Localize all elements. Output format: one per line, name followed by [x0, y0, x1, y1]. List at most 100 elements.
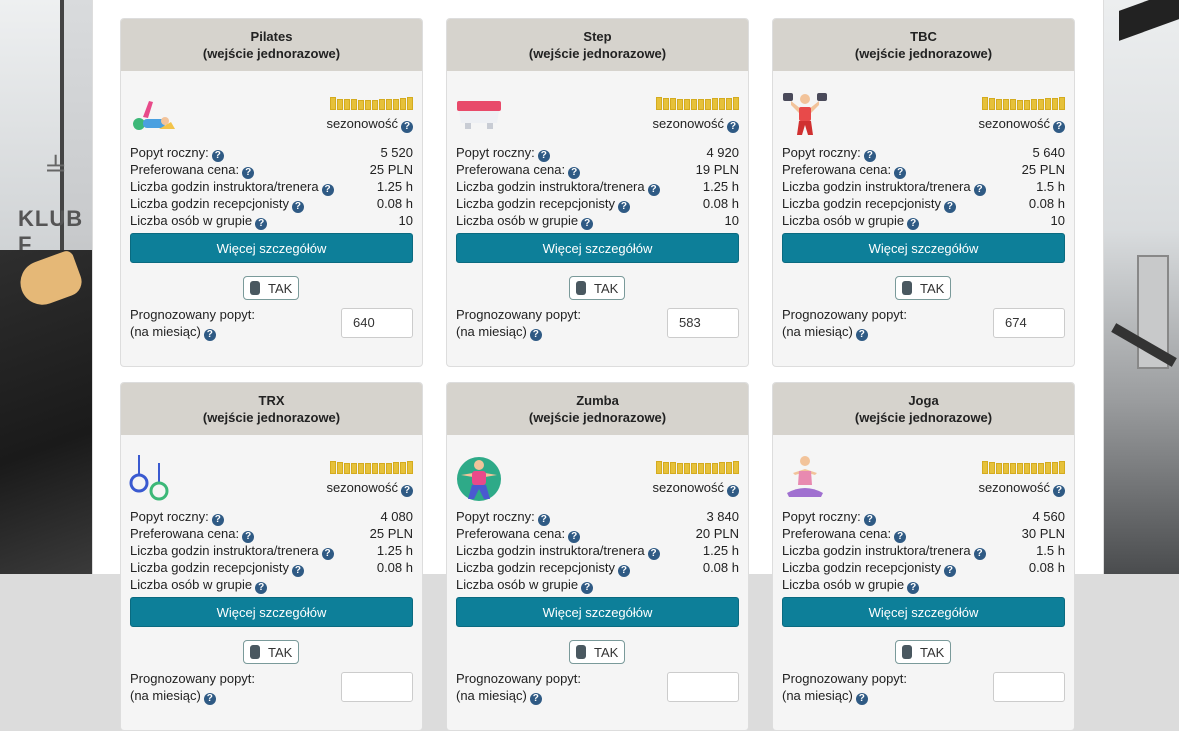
- forecast-demand-input[interactable]: [993, 672, 1065, 702]
- help-icon[interactable]: ?: [647, 184, 660, 196]
- help-icon[interactable]: ?: [943, 565, 956, 577]
- help-icon[interactable]: ?: [255, 582, 268, 594]
- help-icon[interactable]: ?: [855, 693, 868, 705]
- seasonality-bar: [691, 463, 697, 474]
- help-icon[interactable]: ?: [647, 548, 660, 560]
- seasonality-label: sezonowość: [326, 480, 398, 495]
- help-icon[interactable]: ?: [617, 201, 630, 213]
- seasonality: sezonowość?: [978, 97, 1065, 133]
- forecast-demand-input[interactable]: 583: [667, 308, 739, 338]
- help-icon[interactable]: ?: [401, 121, 413, 133]
- help-icon[interactable]: ?: [1053, 485, 1065, 497]
- more-details-button[interactable]: Więcej szczegółów: [130, 597, 413, 627]
- help-icon[interactable]: ?: [321, 548, 334, 560]
- card-header: Pilates (wejście jednorazowe): [121, 19, 422, 71]
- seasonality-bar: [1052, 462, 1058, 474]
- seasonality-bar: [691, 99, 697, 110]
- seasonality-bar: [656, 461, 662, 474]
- more-details-button[interactable]: Więcej szczegółów: [130, 233, 413, 263]
- stat-value-reception: 0.08 h: [702, 560, 739, 575]
- forecast-demand-input[interactable]: [341, 672, 413, 702]
- seasonality-bar: [996, 463, 1002, 474]
- background-left: ⫨ KLUB F: [0, 0, 92, 574]
- include-toggle[interactable]: TAK: [895, 276, 951, 300]
- help-icon[interactable]: ?: [568, 531, 581, 543]
- class-card-zumba: Zumba (wejście jednorazowe) sezonowość? …: [446, 382, 749, 731]
- help-icon[interactable]: ?: [973, 548, 986, 560]
- help-icon[interactable]: ?: [537, 514, 550, 526]
- stat-label: Popyt roczny:: [456, 145, 535, 160]
- help-icon[interactable]: ?: [907, 218, 920, 230]
- help-icon[interactable]: ?: [537, 150, 550, 162]
- more-details-button[interactable]: Więcej szczegółów: [782, 597, 1065, 627]
- help-icon[interactable]: ?: [568, 167, 581, 179]
- class-card-step: Step (wejście jednorazowe) sezonowość? P…: [446, 18, 749, 367]
- more-details-button[interactable]: Więcej szczegółów: [782, 233, 1065, 263]
- stat-label: Preferowana cena:: [130, 526, 240, 541]
- forecast-label-line2: (na miesiąc): [456, 324, 527, 339]
- help-icon[interactable]: ?: [581, 218, 594, 230]
- help-icon[interactable]: ?: [727, 121, 739, 133]
- seasonality-bar: [344, 463, 350, 474]
- seasonality-bar: [365, 100, 371, 110]
- help-icon[interactable]: ?: [529, 329, 542, 341]
- help-icon[interactable]: ?: [727, 485, 739, 497]
- class-cards-panel: Pilates (wejście jednorazowe) sezonowość…: [92, 0, 1104, 731]
- help-icon[interactable]: ?: [581, 582, 594, 594]
- help-icon[interactable]: ?: [863, 150, 876, 162]
- include-toggle[interactable]: TAK: [895, 640, 951, 664]
- seasonality-bar: [719, 462, 725, 474]
- seasonality-chart: [978, 461, 1065, 474]
- help-icon[interactable]: ?: [863, 514, 876, 526]
- seasonality-chart: [978, 97, 1065, 110]
- forecast-demand-input[interactable]: 640: [341, 308, 413, 338]
- help-icon[interactable]: ?: [907, 582, 920, 594]
- help-icon[interactable]: ?: [211, 150, 224, 162]
- include-toggle[interactable]: TAK: [243, 640, 299, 664]
- stat-value-group: 10: [398, 213, 413, 228]
- help-icon[interactable]: ?: [529, 693, 542, 705]
- help-icon[interactable]: ?: [321, 184, 334, 196]
- help-icon[interactable]: ?: [211, 514, 224, 526]
- seasonality-bar: [1017, 100, 1023, 110]
- help-icon[interactable]: ?: [894, 167, 907, 179]
- more-details-button[interactable]: Więcej szczegółów: [456, 597, 739, 627]
- help-icon[interactable]: ?: [1053, 121, 1065, 133]
- include-toggle[interactable]: TAK: [243, 276, 299, 300]
- help-icon[interactable]: ?: [855, 329, 868, 341]
- stat-value-price: 25 PLN: [369, 526, 413, 541]
- stat-value-demand: 5 640: [1032, 145, 1065, 160]
- help-icon[interactable]: ?: [203, 693, 216, 705]
- seasonality-bar: [726, 98, 732, 110]
- help-icon[interactable]: ?: [203, 329, 216, 341]
- help-icon[interactable]: ?: [291, 565, 304, 577]
- class-card-pilates: Pilates (wejście jednorazowe) sezonowość…: [120, 18, 423, 367]
- help-icon[interactable]: ?: [617, 565, 630, 577]
- help-icon[interactable]: ?: [943, 201, 956, 213]
- stats-list: Popyt roczny:? 5 520 Preferowana cena:? …: [130, 144, 413, 230]
- forecast-demand-input[interactable]: 674: [993, 308, 1065, 338]
- stat-label: Liczba osób w grupie: [782, 213, 905, 228]
- help-icon[interactable]: ?: [973, 184, 986, 196]
- help-icon[interactable]: ?: [894, 531, 907, 543]
- seasonality-bar: [1031, 463, 1037, 474]
- forecast-demand-input[interactable]: [667, 672, 739, 702]
- seasonality-bar: [733, 461, 739, 474]
- help-icon[interactable]: ?: [255, 218, 268, 230]
- stats-list: Popyt roczny:? 4 920 Preferowana cena:? …: [456, 144, 739, 230]
- help-icon[interactable]: ?: [401, 485, 413, 497]
- toggle-knob: [576, 281, 586, 295]
- stat-row-demand: Popyt roczny:? 4 560: [782, 508, 1065, 526]
- seasonality-bar: [358, 100, 364, 110]
- include-toggle[interactable]: TAK: [569, 640, 625, 664]
- seasonality-bar: [393, 99, 399, 110]
- seasonality: sezonowość?: [326, 97, 413, 133]
- help-icon[interactable]: ?: [242, 167, 255, 179]
- include-toggle[interactable]: TAK: [569, 276, 625, 300]
- help-icon[interactable]: ?: [242, 531, 255, 543]
- stat-row-reception: Liczba godzin recepcjonisty? 0.08 h: [130, 559, 413, 577]
- forecast-label-line1: Prognozowany popyt:: [782, 307, 908, 322]
- toggle-knob: [902, 281, 912, 295]
- help-icon[interactable]: ?: [291, 201, 304, 213]
- more-details-button[interactable]: Więcej szczegółów: [456, 233, 739, 263]
